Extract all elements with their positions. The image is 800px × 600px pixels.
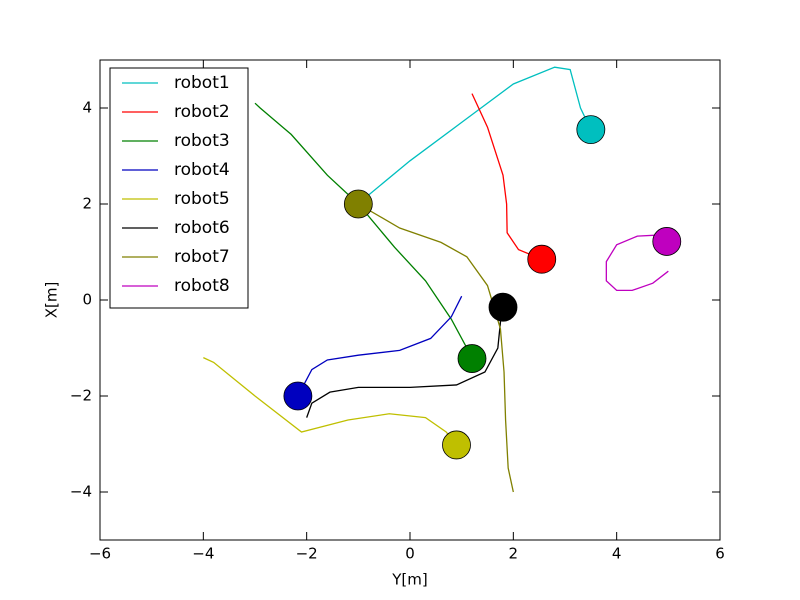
x-tick-label: −2 — [296, 545, 318, 563]
x-tick-label: 2 — [509, 545, 519, 563]
x-tick-label: 0 — [405, 545, 415, 563]
trajectory — [605, 234, 669, 292]
robot-marker — [343, 189, 373, 219]
legend-label: robot3 — [174, 131, 230, 151]
x-tick-label: −4 — [192, 545, 214, 563]
robot-marker — [527, 244, 557, 274]
robot-marker — [576, 115, 606, 145]
trajectory — [203, 357, 458, 446]
robot-marker — [488, 292, 518, 322]
robot-marker — [442, 430, 471, 460]
robot-marker — [652, 227, 682, 256]
y-tick-label: 2 — [82, 195, 92, 213]
y-axis-label: X[m] — [43, 282, 61, 319]
y-tick-label: 0 — [82, 291, 92, 309]
x-tick-label: 6 — [715, 545, 725, 563]
plot-frame — [99, 59, 721, 541]
legend-label: robot7 — [174, 247, 230, 267]
y-tick-label: −4 — [70, 483, 92, 501]
legend-label: robot4 — [174, 160, 230, 180]
x-tick-label: 4 — [612, 545, 622, 563]
x-tick-label: −6 — [89, 545, 111, 563]
trajectory — [297, 295, 463, 397]
robot-marker — [283, 381, 313, 411]
y-tick-label: 4 — [82, 99, 92, 117]
trajectory — [306, 307, 503, 418]
y-tick-label: −2 — [70, 387, 92, 405]
trajectory — [363, 66, 592, 200]
x-axis-label: Y[m] — [391, 571, 427, 589]
legend-label: robot6 — [174, 218, 230, 238]
legend-label: robot1 — [174, 73, 230, 93]
robot-marker — [457, 344, 487, 373]
trajectory — [471, 93, 542, 260]
legend-box — [109, 67, 249, 309]
legend-label: robot8 — [174, 276, 230, 296]
legend-label: robot5 — [174, 189, 230, 209]
legend-label: robot2 — [174, 102, 230, 122]
